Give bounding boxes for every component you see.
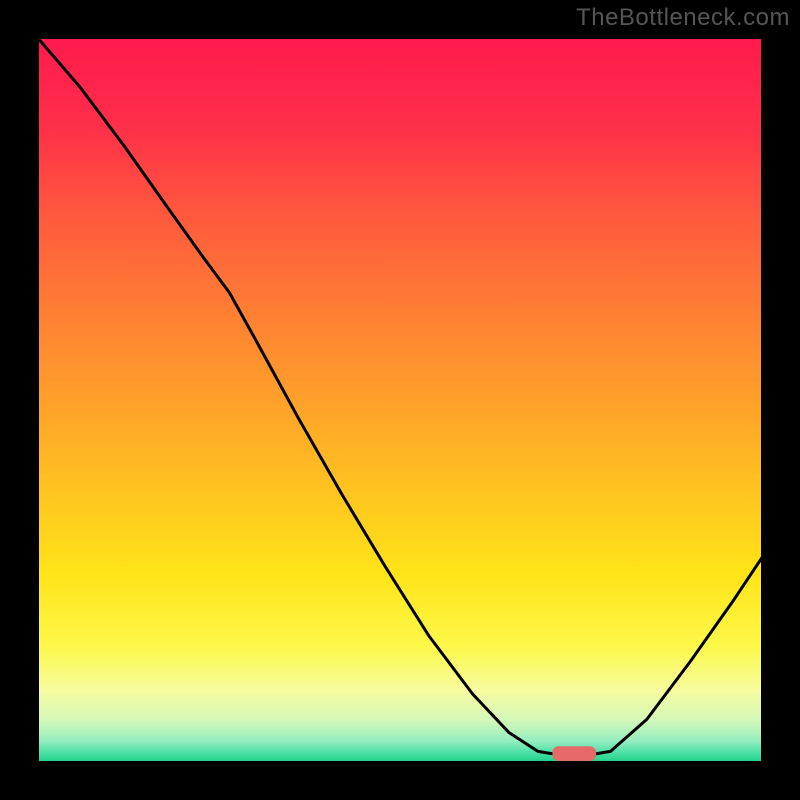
gradient-panel [37,37,763,763]
chart-svg [0,0,800,800]
watermark-text: TheBottleneck.com [576,4,790,32]
chart-stage: TheBottleneck.com [0,0,800,800]
optimum-marker [552,746,596,761]
